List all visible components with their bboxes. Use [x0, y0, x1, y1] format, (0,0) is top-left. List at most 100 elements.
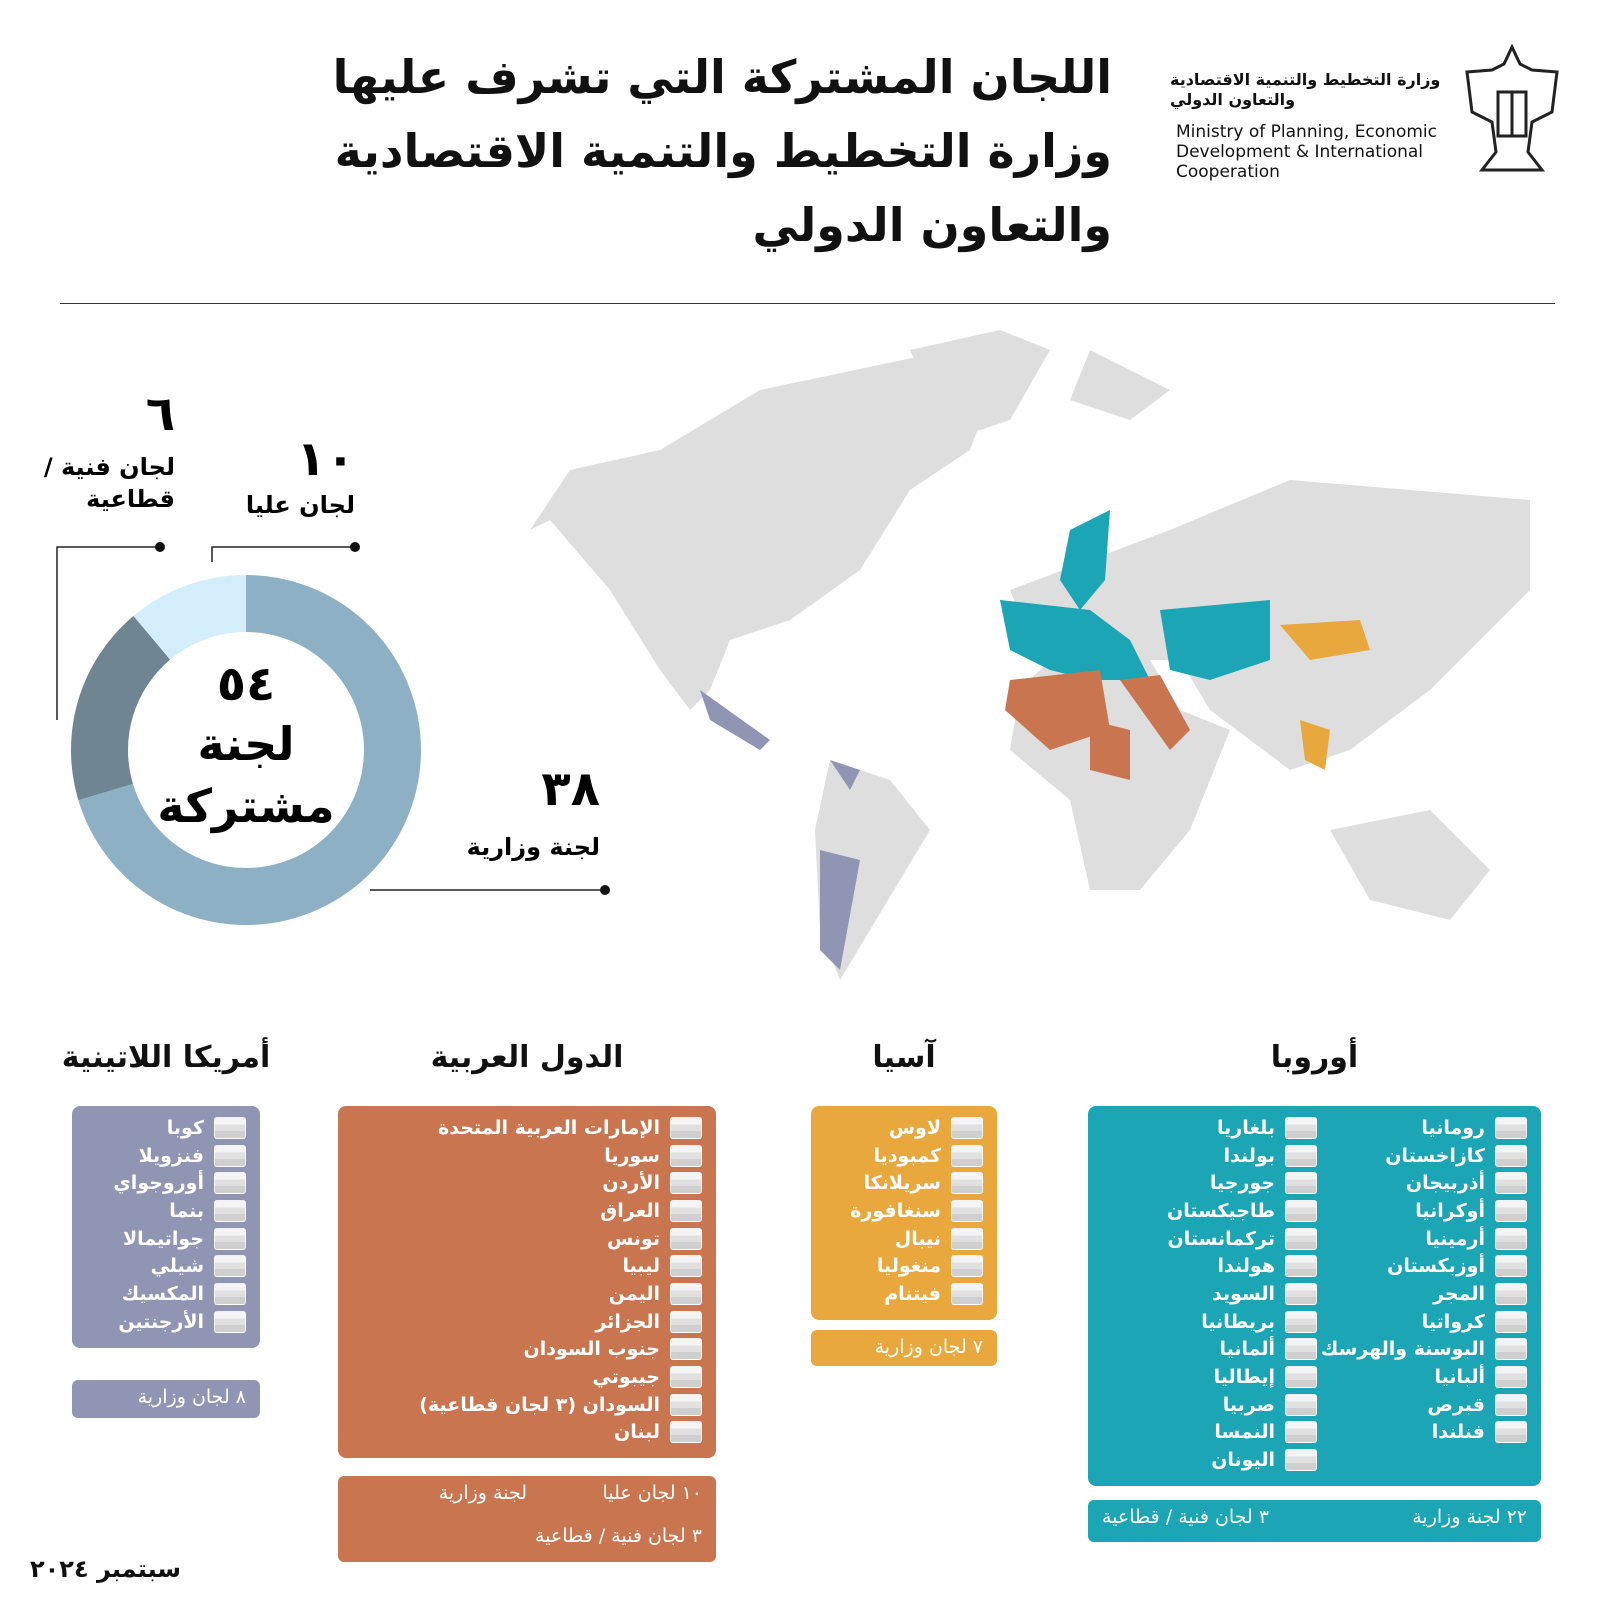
country-name: صربيا [1222, 1393, 1275, 1416]
country-name: المكسيك [121, 1282, 204, 1305]
country-name: اليمن [608, 1282, 660, 1305]
country-row: بلغاريا [1107, 1114, 1317, 1142]
region-europe [1000, 510, 1270, 680]
country-name: بنما [169, 1199, 204, 1222]
flag [670, 1421, 702, 1444]
country-row: جنوب السودان [352, 1336, 702, 1364]
country-row: كرواتيا [1317, 1308, 1527, 1336]
country-row: أوكرانيا [1317, 1197, 1527, 1225]
flag [1495, 1172, 1527, 1195]
country-row: لبنان [352, 1419, 702, 1447]
summary-text: لجنة وزارية [438, 1482, 527, 1504]
country-row: السويد [1107, 1280, 1317, 1308]
country-name: لبنان [614, 1421, 660, 1444]
country-name: أوزبكستان [1387, 1255, 1485, 1278]
country-row: تونس [352, 1225, 702, 1253]
region-title: أوروبا [1270, 1040, 1359, 1075]
country-row: ليبيا [352, 1252, 702, 1280]
country-row: البوسنة والهرسك [1317, 1336, 1527, 1364]
summary-box: ١٠ لجان عليا لجنة وزارية ٣ لجان فنية / قطا… [338, 1476, 716, 1562]
logo-eagle [1465, 43, 1559, 172]
title: اللجان المشتركة التي تشرف عليها وزارة ال… [333, 40, 1112, 262]
country-row: فنلندا [1317, 1419, 1527, 1447]
country-name: لاوس [888, 1116, 941, 1139]
country-box: كوبا فنزويلا أوروجواي بنما جواتيمالا شيلي المك… [72, 1106, 260, 1348]
flag [214, 1199, 246, 1222]
flag [951, 1144, 983, 1167]
country-row: جواتيمالا [86, 1225, 246, 1253]
country-row: ألمانيا [1107, 1336, 1317, 1364]
country-name: تركمانستان [1167, 1227, 1275, 1250]
flag [1285, 1199, 1317, 1222]
country-row: العراق [352, 1197, 702, 1225]
country-row: أذربيجان [1317, 1169, 1527, 1197]
country-row: بريطانيا [1107, 1308, 1317, 1336]
country-box: لاوس كمبوديا سريلانكا سنغافورة نيبال منغوليا ف… [811, 1106, 997, 1320]
country-name: تونس [606, 1227, 660, 1250]
country-name: بولندا [1223, 1144, 1275, 1167]
summary-text: ٣ لجان فنية / قطاعية [534, 1525, 702, 1547]
country-name: ليبيا [622, 1255, 660, 1278]
leader-line [211, 546, 355, 562]
category-label: لجان عليا [246, 491, 355, 519]
country-name: رومانيا [1421, 1116, 1485, 1139]
country-box: رومانيا كازاخستان أذربيجان أوكرانيا أرمينيا أ… [1088, 1106, 1541, 1487]
center-label: مشتركة [157, 779, 334, 833]
flag [951, 1255, 983, 1278]
country-row: الجزائر [352, 1308, 702, 1336]
country-name: الأرجنتين [118, 1310, 204, 1333]
flag [1285, 1144, 1317, 1167]
flag [1495, 1199, 1527, 1222]
center-label: لجنة [197, 717, 294, 771]
logo-text-ar: وزارة التخطيط والتنمية الاقتصادية والتعا… [1170, 70, 1460, 110]
flag [1495, 1338, 1527, 1361]
flag [670, 1199, 702, 1222]
flag [1285, 1116, 1317, 1139]
summary-text: ١٠ لجان عليا [602, 1482, 702, 1504]
country-column: رومانيا كازاخستان أذربيجان أوكرانيا أرمينيا أ… [1317, 1114, 1527, 1446]
value-label: ٦ [146, 386, 175, 442]
flag [1495, 1366, 1527, 1389]
country-name: العراق [600, 1199, 660, 1222]
country-row: جورجيا [1107, 1169, 1317, 1197]
country-name: سنغافورة [850, 1199, 941, 1222]
country-row: فيتنام [823, 1280, 983, 1308]
country-name: نيبال [894, 1227, 941, 1250]
donut-segment [133, 575, 246, 660]
flag [1495, 1393, 1527, 1416]
country-row: السودان (٣ لجان قطاعية) [352, 1391, 702, 1419]
logo-line: وزارة التخطيط والتنمية الاقتصادية [1170, 70, 1441, 89]
country-row: بنما [86, 1197, 246, 1225]
country-row: شيلي [86, 1252, 246, 1280]
country-row: جيبوتي [352, 1363, 702, 1391]
country-row: أوزبكستان [1317, 1252, 1527, 1280]
country-row: سنغافورة [823, 1197, 983, 1225]
country-row: أوروجواي [86, 1169, 246, 1197]
flag [951, 1199, 983, 1222]
flag [214, 1172, 246, 1195]
country-name: سوريا [604, 1144, 660, 1167]
country-row: كمبوديا [823, 1142, 983, 1170]
region-latam [700, 690, 860, 970]
summary-text: ٨ لجان وزارية [137, 1386, 246, 1408]
country-name: ألبانيا [1434, 1366, 1485, 1389]
country-row: فنزويلا [86, 1142, 246, 1170]
flag [670, 1255, 702, 1278]
logo-line: Development & International [1176, 142, 1424, 162]
region-title: الدول العربية [430, 1040, 624, 1075]
flag [214, 1144, 246, 1167]
country-row: ألبانيا [1317, 1363, 1527, 1391]
flag [1285, 1366, 1317, 1389]
country-row: رومانيا [1317, 1114, 1527, 1142]
country-box: الإمارات العربية المتحدة سوريا الأردن العرا… [338, 1106, 716, 1459]
country-column: الإمارات العربية المتحدة سوريا الأردن العرا… [352, 1114, 702, 1446]
country-name: طاجيكستان [1167, 1199, 1275, 1222]
center-number: ٥٤ [217, 656, 276, 712]
flag [670, 1393, 702, 1416]
flag [951, 1116, 983, 1139]
country-row: هولندا [1107, 1252, 1317, 1280]
country-name: كوبا [166, 1116, 204, 1139]
title-line: وزارة التخطيط والتنمية الاقتصادية [334, 124, 1112, 178]
logo-text-en: Ministry of Planning, Economic Developme… [1176, 122, 1437, 182]
